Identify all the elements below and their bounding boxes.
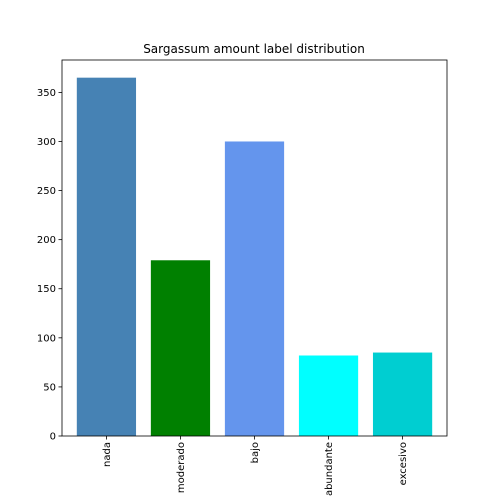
plot-area-frame [61,59,448,437]
bar-excesivo [372,352,433,436]
x-tick-label: bajo [250,442,261,463]
y-tick-label: 300 [37,137,56,148]
bar-abundante [298,355,359,436]
y-tick-label: 0 [50,432,56,443]
bar-nada [76,77,137,436]
bar-moderado [150,260,211,436]
y-tick-label: 150 [37,284,56,295]
ticks-layer: 0 50 100 150 200 250 300 350 nada moderado bajo abu… [37,88,409,496]
bar-bajo [224,141,285,436]
chart-title: Sargassum amount label distribution [143,42,365,56]
y-tick-label: 50 [43,382,56,393]
y-tick-label: 250 [37,186,56,197]
x-tick-label: excesivo [398,442,409,485]
x-tick-label: abundante [324,442,335,496]
x-tick-label: nada [102,442,113,467]
y-tick-label: 100 [37,333,56,344]
bars-layer [76,77,433,436]
x-tick-label: moderado [176,442,187,493]
y-tick-label: 200 [37,235,56,246]
y-tick-label: 350 [37,88,56,99]
